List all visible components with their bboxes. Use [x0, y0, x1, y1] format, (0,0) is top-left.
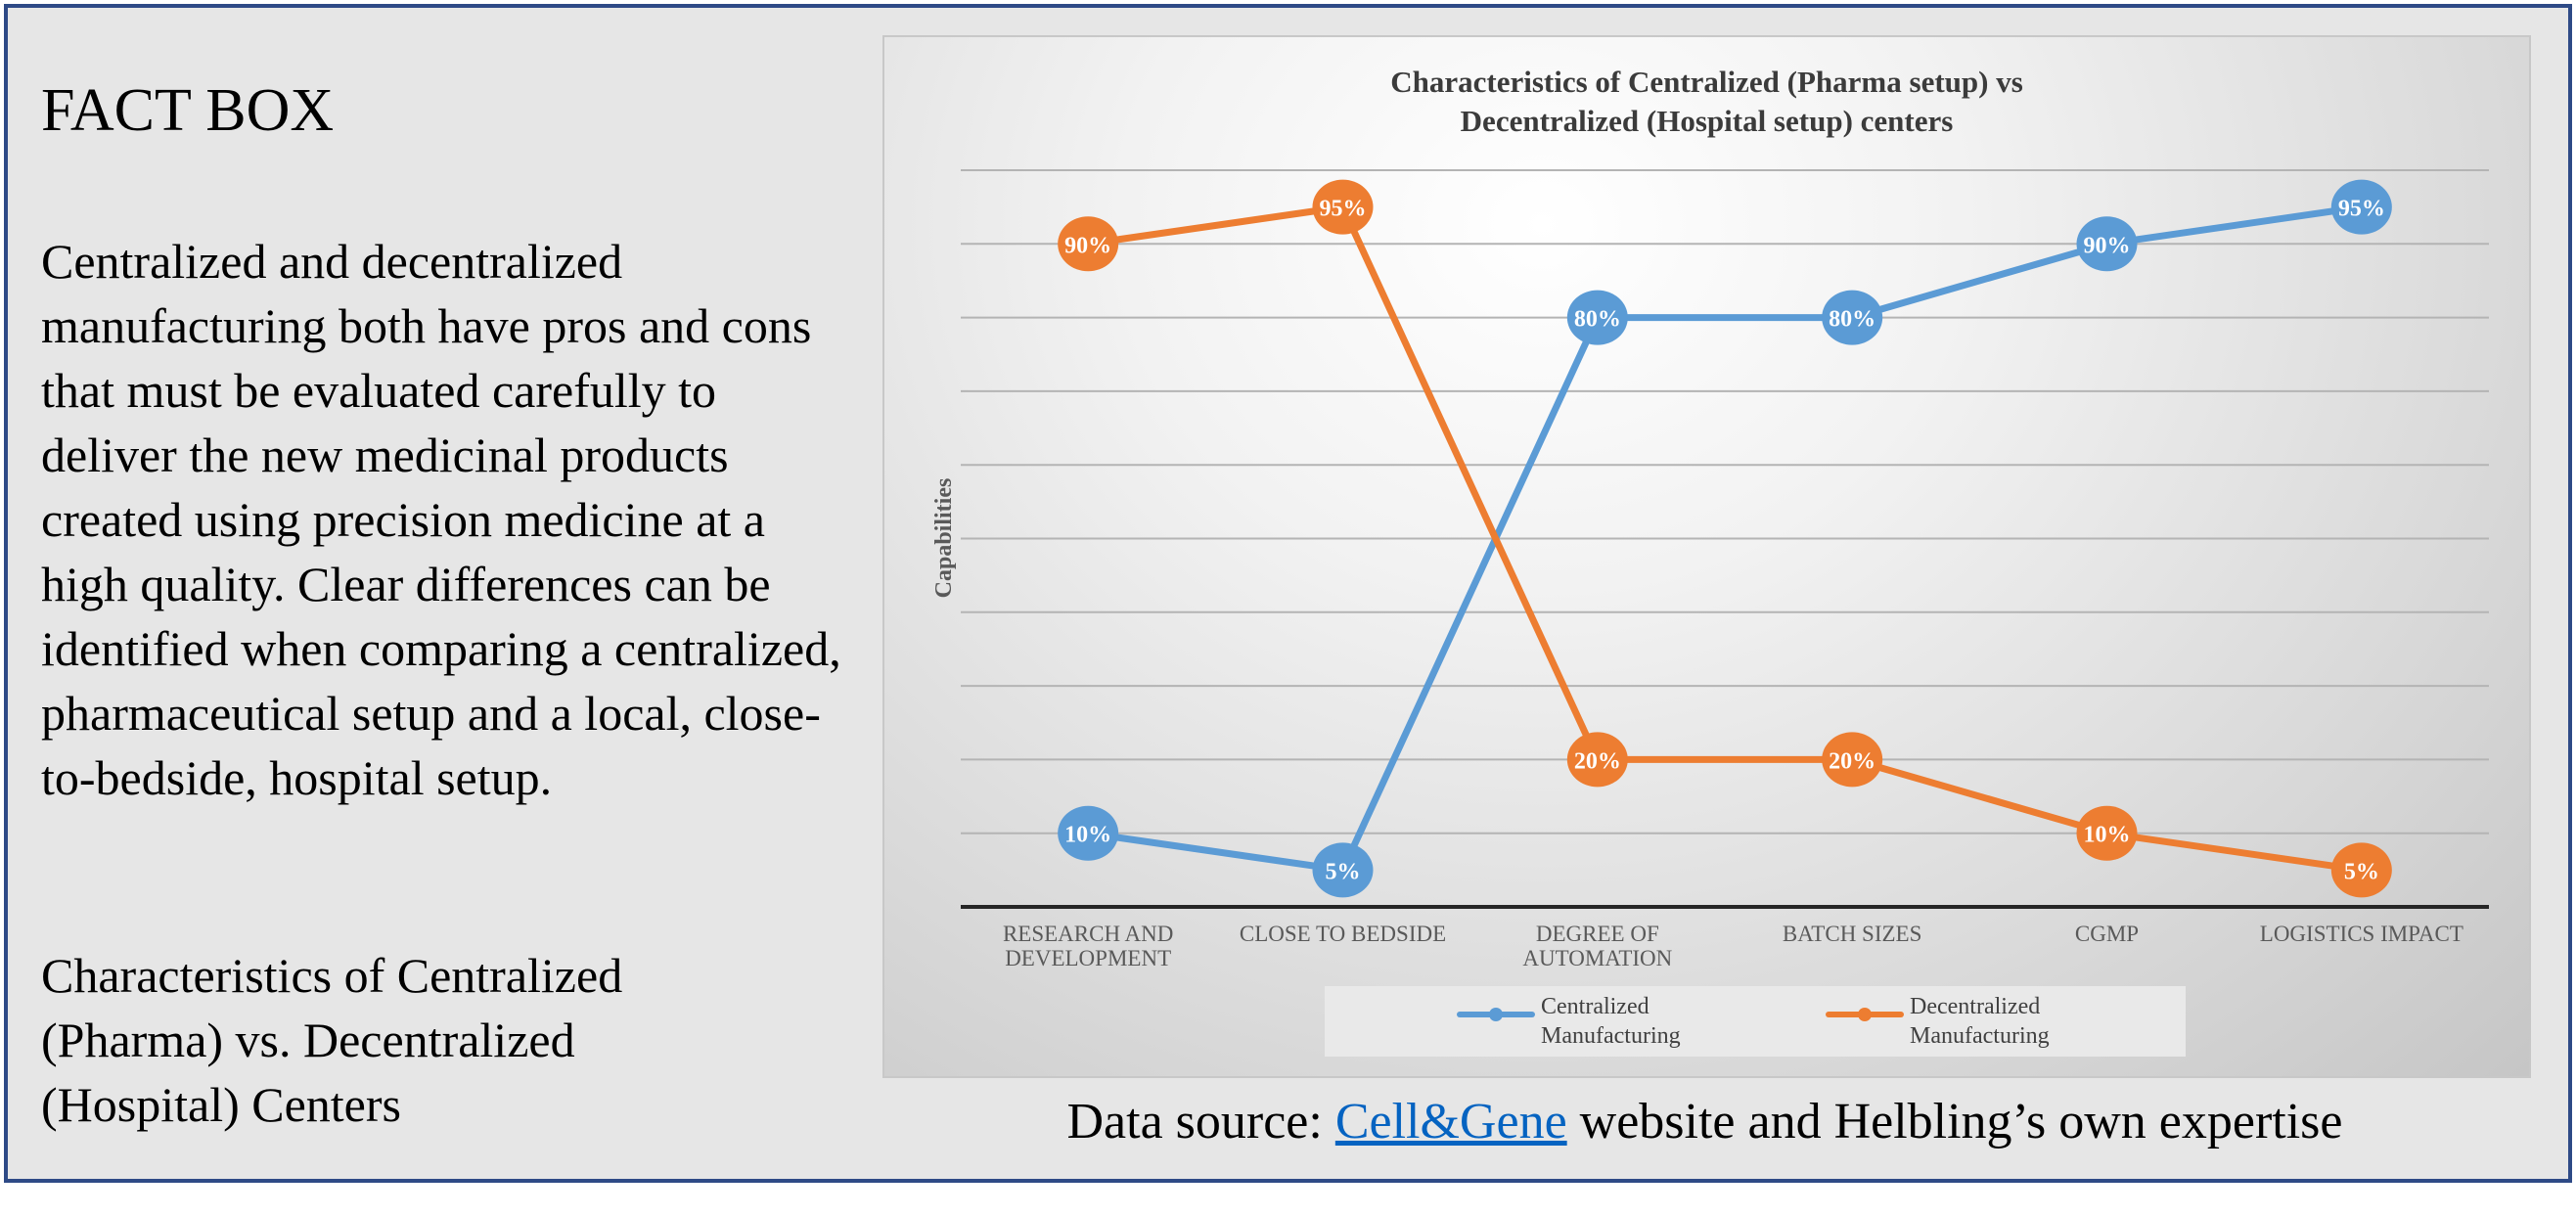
fact-box-body: Centralized and decentralized manufactur…	[41, 234, 841, 805]
x-tick-label: BATCH SIZES	[1783, 922, 1922, 946]
decentralized-data-label: 90%	[1064, 233, 1111, 258]
decentralized-point	[2330, 842, 2392, 898]
chart-legend: Centralized Manufacturing Decentralized …	[1325, 986, 2186, 1057]
legend-label-centralized-line-2: Manufacturing	[1541, 1023, 1681, 1049]
centralized-point	[1058, 805, 1119, 861]
data-source-suffix: website and Helbling’s own expertise	[1566, 1094, 2343, 1149]
x-tick-label: DEVELOPMENT	[1005, 946, 1171, 970]
decentralized-data-label: 95%	[1320, 197, 1367, 222]
legend-label-decentralized-line-2: Manufacturing	[1910, 1023, 2050, 1049]
data-source: Data source: Cell&Gene website and Helbl…	[882, 1094, 2527, 1149]
x-tick-label: CLOSE TO BEDSIDE	[1240, 922, 1446, 946]
decentralized-point	[1058, 216, 1119, 272]
fact-box-frame: FACT BOX Centralized and decentralized m…	[4, 4, 2572, 1183]
centralized-data-label: 90%	[2084, 233, 2131, 258]
x-tick-label: LOGISTICS IMPACT	[2260, 922, 2463, 946]
legend-marker-decentralized	[1858, 1008, 1872, 1021]
centralized-data-label: 95%	[2338, 197, 2385, 222]
x-tick-label: RESEARCH AND	[1003, 922, 1173, 946]
centralized-data-label: 5%	[1326, 859, 1361, 884]
x-tick-label: AUTOMATION	[1522, 946, 1672, 970]
legend-label-decentralized-line-1: Decentralized	[1910, 994, 2041, 1019]
cell-gene-link[interactable]: Cell&Gene	[1334, 1094, 1567, 1149]
legend-marker-centralized	[1489, 1008, 1503, 1021]
fact-box-subtitle: Characteristics of Centralized (Pharma) …	[41, 948, 623, 1132]
legend-label-centralized-line-1: Centralized	[1541, 994, 1650, 1019]
centralized-point	[2330, 179, 2392, 235]
y-axis-label: Capabilities	[931, 478, 957, 599]
decentralized-point	[2076, 805, 2138, 861]
fact-box-title: FACT BOX	[41, 77, 335, 144]
data-source-prefix: Data source:	[1066, 1094, 1335, 1149]
centralized-series-line	[1087, 203, 2363, 874]
centralized-data-label: 80%	[1829, 307, 1876, 333]
chart-title-line-1: Characteristics of Centralized (Pharma s…	[1390, 65, 2023, 99]
legend-label-decentralized: Decentralized Manufacturing	[1910, 992, 2145, 1051]
centralized-point	[1822, 290, 1883, 345]
decentralized-point	[1822, 732, 1883, 788]
centralized-data-label: 80%	[1574, 307, 1621, 333]
x-tick-label: DEGREE OF	[1536, 922, 1659, 946]
centralized-data-label: 10%	[1064, 823, 1111, 848]
legend-label-centralized: Centralized Manufacturing	[1541, 992, 1776, 1051]
decentralized-data-label: 20%	[1829, 748, 1876, 774]
decentralized-point	[1312, 179, 1374, 235]
decentralized-data-label: 20%	[1574, 748, 1621, 774]
centralized-point	[2076, 216, 2138, 272]
centralized-point	[1312, 842, 1374, 898]
chart-title: Characteristics of Centralized (Pharma s…	[884, 63, 2529, 141]
chart-panel: Capabilities RESEARCH AND DEVELOPMENT CLOSE…	[882, 35, 2531, 1078]
decentralized-series-line	[1087, 203, 2363, 874]
decentralized-data-label: 5%	[2344, 859, 2379, 884]
centralized-point	[1566, 290, 1628, 345]
decentralized-data-label: 10%	[2084, 823, 2131, 848]
x-tick-label: CGMP	[2075, 922, 2139, 946]
chart-title-line-2: Decentralized (Hospital setup) centers	[1460, 104, 1954, 138]
decentralized-point	[1566, 732, 1628, 788]
